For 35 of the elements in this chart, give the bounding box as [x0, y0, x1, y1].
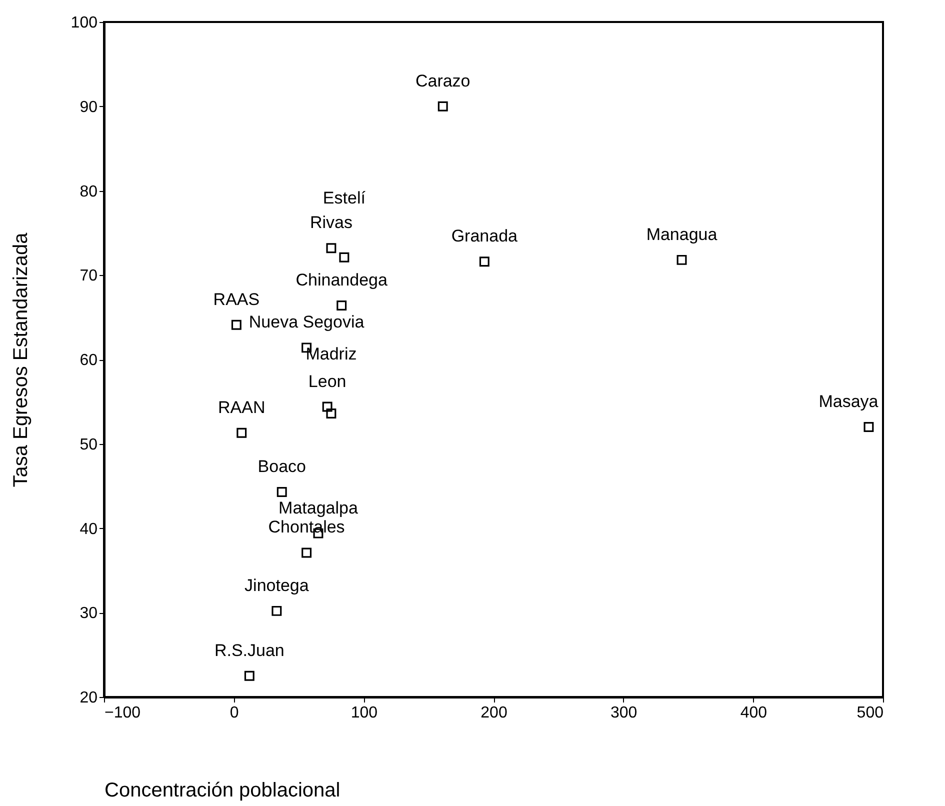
- x-axis-title: Concentración poblacional: [104, 780, 340, 802]
- x-tick-label: 100: [350, 704, 378, 722]
- x-tick-label: 0: [230, 704, 239, 722]
- annotation: Boaco: [258, 456, 306, 476]
- y-tick-label: 100: [70, 14, 98, 32]
- x-tick-label: 400: [740, 704, 768, 722]
- y-tick-label: 90: [80, 98, 98, 116]
- y-tick-label: 50: [80, 436, 98, 454]
- annotation: R.S.Juan: [214, 640, 284, 660]
- y-tick-label: 30: [80, 605, 98, 622]
- y-axis-title: Tasa Egresos Estandarizada: [10, 232, 32, 488]
- annotation: Madriz: [306, 344, 357, 364]
- annotation: Matagalpa: [278, 498, 358, 518]
- annotation: Managua: [646, 224, 718, 244]
- annotation: RAAS: [213, 290, 260, 309]
- y-tick-label: 80: [80, 183, 98, 200]
- annotation: Estelí: [322, 188, 366, 208]
- annotation: RAAN: [218, 398, 266, 417]
- annotation: Leon: [308, 372, 346, 391]
- annotation: Rivas: [310, 213, 352, 232]
- annotation: Granada: [451, 226, 518, 246]
- annotation: Masaya: [818, 392, 879, 411]
- x-tick-label: 500: [856, 704, 884, 722]
- annotation: Chontales: [268, 518, 345, 537]
- y-tick-label: 20: [80, 690, 98, 706]
- x-tick-label: 300: [610, 704, 638, 722]
- x-tick-label: −100: [104, 704, 141, 722]
- annotation: Chinandega: [296, 270, 388, 290]
- y-tick-label: 40: [80, 520, 98, 538]
- annotation: Jinotega: [244, 576, 310, 595]
- x-tick-label: 200: [480, 704, 508, 722]
- annotation: Nueva Segovia: [248, 312, 365, 332]
- annotation: Carazo: [415, 71, 470, 90]
- y-tick-label: 70: [80, 268, 98, 285]
- y-tick-label: 60: [80, 352, 98, 369]
